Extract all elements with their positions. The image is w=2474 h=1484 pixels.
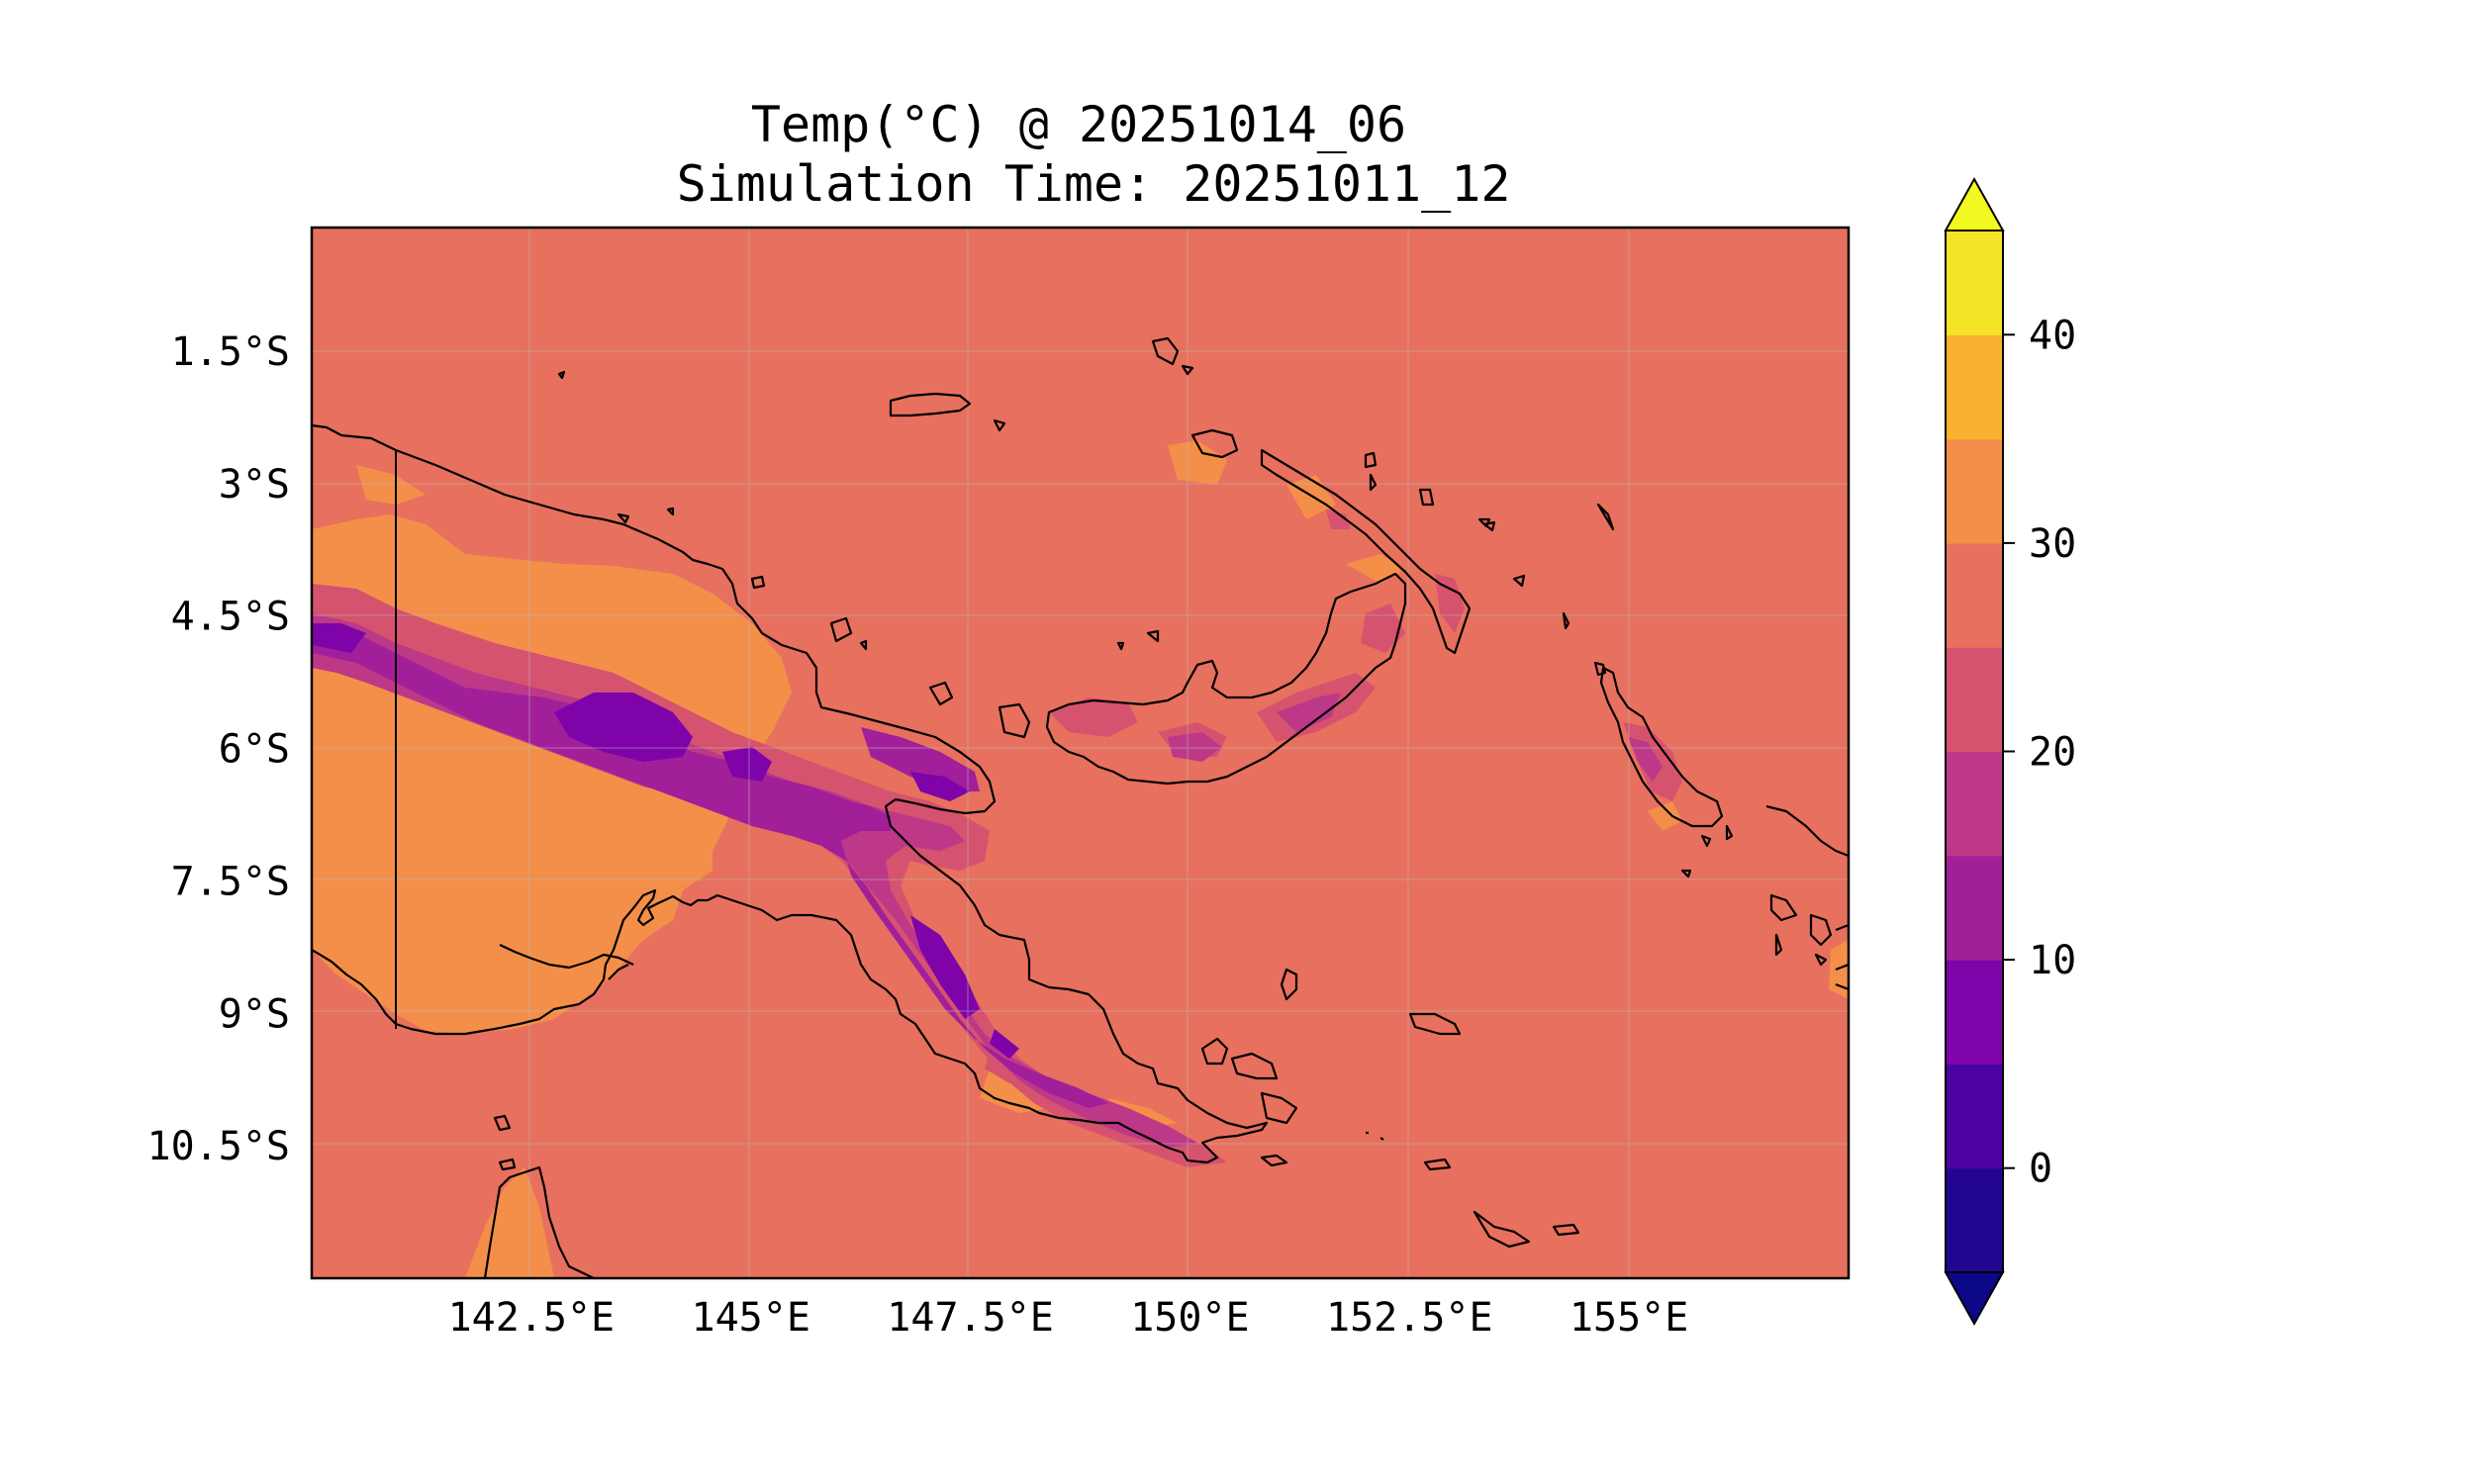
colorbar-tick-label: 10 bbox=[2029, 938, 2076, 983]
coastline-manus bbox=[889, 392, 972, 417]
colorbar-segment bbox=[1946, 542, 2003, 648]
colorbar-tick-label: 20 bbox=[2029, 730, 2076, 776]
longitude-tick-labels: 142.5°E 145°E 147.5°E 150°E 152.5°E 155°E bbox=[448, 1295, 1689, 1341]
colorbar-segment bbox=[1946, 231, 2003, 335]
coastline-bougainville bbox=[1599, 666, 1724, 828]
lon-tick-label: 147.5°E bbox=[887, 1295, 1054, 1341]
lat-tick-label: 10.5°S bbox=[147, 1124, 291, 1169]
colorbar-segment bbox=[1946, 438, 2003, 544]
coastline-new-ireland bbox=[1260, 448, 1472, 655]
lat-tick-label: 7.5°S bbox=[171, 859, 290, 904]
lat-tick-label: 1.5°S bbox=[171, 329, 290, 375]
figure-title: Temp(°C) @ 20251014_06 bbox=[751, 96, 1406, 153]
map-frame bbox=[310, 226, 1851, 1280]
lat-tick-label: 4.5°S bbox=[171, 595, 290, 640]
coastline-new-britain bbox=[1045, 572, 1407, 786]
coastline-new-guinea bbox=[312, 423, 1269, 1164]
figure-subtitle: Simulation Time: 20251011_12 bbox=[677, 155, 1511, 213]
colorbar-segment bbox=[1946, 960, 2003, 1065]
colorbar-segment bbox=[1946, 1167, 2003, 1273]
lon-tick-label: 150°E bbox=[1130, 1295, 1249, 1341]
lon-tick-label: 155°E bbox=[1570, 1295, 1688, 1341]
colorbar-tick-label: 30 bbox=[2029, 521, 2076, 567]
colorbar-tick-label: 40 bbox=[2029, 313, 2076, 358]
temperature-map bbox=[312, 228, 1849, 1278]
lat-tick-label: 6°S bbox=[219, 727, 290, 773]
colorbar-segment bbox=[1946, 855, 2003, 961]
lat-tick-label: 9°S bbox=[219, 991, 290, 1037]
colorbar-tick-label: 0 bbox=[2029, 1147, 2052, 1192]
colorbar-segment bbox=[1946, 1064, 2003, 1169]
lon-tick-label: 152.5°E bbox=[1326, 1295, 1493, 1341]
colorbar-segment bbox=[1946, 751, 2003, 857]
peak-fill-5-10 bbox=[312, 623, 1019, 1059]
lon-tick-label: 145°E bbox=[692, 1295, 810, 1341]
lat-tick-label: 3°S bbox=[219, 462, 290, 508]
colorbar: 0 10 20 30 40 bbox=[1944, 176, 2076, 1327]
highland-fill-10-15 bbox=[312, 623, 1108, 1108]
colorbar-under-extension bbox=[1944, 1271, 2005, 1327]
latitude-tick-labels: 1.5°S 3°S 4.5°S 6°S 7.5°S 9°S 10.5°S bbox=[147, 329, 291, 1169]
colorbar-over-extension bbox=[1944, 176, 2005, 232]
colorbar-segment bbox=[1946, 334, 2003, 440]
lon-tick-label: 142.5°E bbox=[448, 1295, 616, 1341]
coastline-cape-york bbox=[483, 1165, 595, 1278]
coastlines bbox=[312, 336, 1849, 1278]
colorbar-segment bbox=[1946, 647, 2003, 753]
